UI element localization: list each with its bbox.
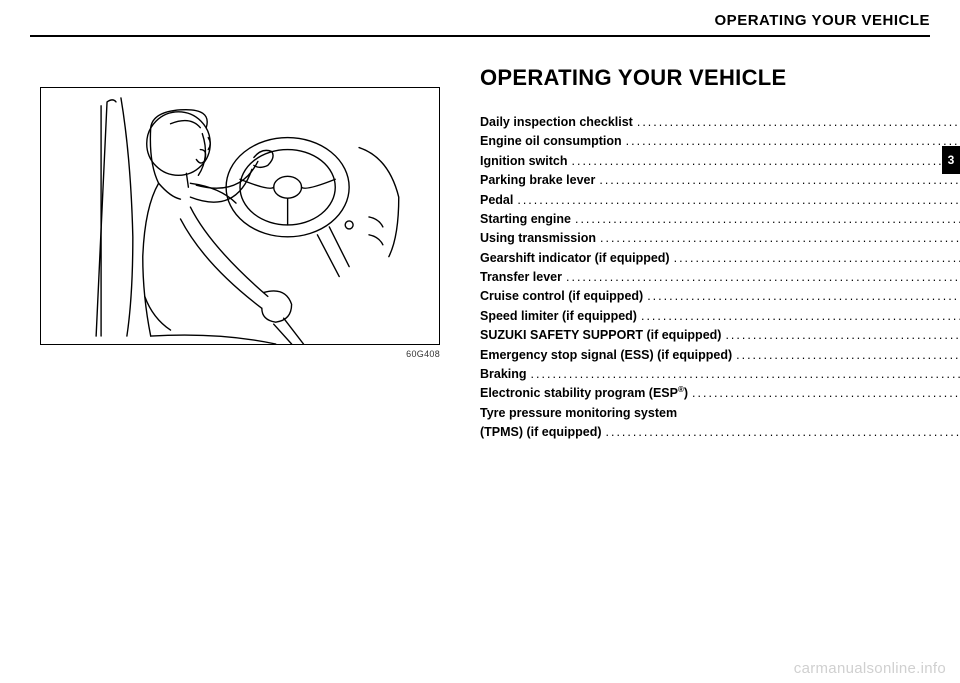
- toc-leader-dots: [572, 152, 960, 171]
- toc-row: Starting engine3-7: [480, 210, 960, 229]
- toc-row: Engine oil consumption3-2: [480, 132, 960, 151]
- toc-label: Transfer lever: [480, 268, 562, 287]
- toc-label: Electronic stability program (ESP®): [480, 384, 688, 404]
- section-title: OPERATING YOUR VEHICLE: [480, 65, 960, 91]
- toc-leader-dots: [736, 346, 960, 365]
- content-row: 60G408 OPERATING YOUR VEHICLE Daily insp…: [30, 45, 930, 443]
- toc-row: Parking brake lever3-5: [480, 171, 960, 190]
- running-header: OPERATING YOUR VEHICLE: [30, 12, 930, 35]
- toc-row: Ignition switch3-2: [480, 152, 960, 171]
- toc-label: (TPMS) (if equipped): [480, 423, 602, 442]
- toc-label: Pedal: [480, 191, 513, 210]
- watermark: carmanualsonline.info: [794, 660, 946, 677]
- toc-leader-dots: [626, 132, 960, 151]
- toc-row: Cruise control (if equipped)3-22: [480, 287, 960, 306]
- illustration-code: 60G408: [30, 345, 450, 359]
- chapter-thumb-tab: 3: [942, 146, 960, 174]
- toc-row: Electronic stability program (ESP®)3-55: [480, 384, 960, 404]
- manual-page: OPERATING YOUR VEHICLE 3: [0, 0, 960, 683]
- toc-label: Using transmission: [480, 229, 596, 248]
- toc-row: SUZUKI SAFETY SUPPORT (if equipped)3-27: [480, 326, 960, 345]
- toc-label: Engine oil consumption: [480, 132, 622, 151]
- toc-label: Daily inspection checklist: [480, 113, 633, 132]
- toc-label: Emergency stop signal (ESS) (if equipped…: [480, 346, 732, 365]
- toc-leader-dots: [517, 191, 960, 210]
- toc-leader-dots: [674, 249, 960, 268]
- toc-label: Speed limiter (if equipped): [480, 307, 637, 326]
- toc-row: Using transmission3-8: [480, 229, 960, 248]
- thumb-tab-label: 3: [948, 153, 955, 167]
- toc-row: Transfer lever3-16: [480, 268, 960, 287]
- toc-leader-dots: [692, 384, 960, 403]
- toc-label: Starting engine: [480, 210, 571, 229]
- toc-leader-dots: [647, 287, 960, 306]
- illustration-column: 60G408: [30, 65, 450, 443]
- toc-leader-dots: [637, 113, 960, 132]
- toc-leader-dots: [641, 307, 960, 326]
- toc-leader-dots: [575, 210, 960, 229]
- toc-label: Gearshift indicator (if equipped): [480, 249, 670, 268]
- toc-row: Pedal3-6: [480, 191, 960, 210]
- toc-row: Emergency stop signal (ESS) (if equipped…: [480, 346, 960, 365]
- toc-row: (TPMS) (if equipped)3-63: [480, 423, 960, 442]
- toc-leader-dots: [599, 171, 960, 190]
- toc-label: SUZUKI SAFETY SUPPORT (if equipped): [480, 326, 721, 345]
- illustration-frame: [40, 87, 440, 345]
- toc-label: Cruise control (if equipped): [480, 287, 643, 306]
- toc-row: Braking3-53: [480, 365, 960, 384]
- toc-leader-dots: [606, 423, 960, 442]
- toc-label: Braking: [480, 365, 527, 384]
- toc-row: Gearshift indicator (if equipped)3-13: [480, 249, 960, 268]
- toc-row: Speed limiter (if equipped)3-25: [480, 307, 960, 326]
- toc-leader-dots: [531, 365, 960, 384]
- toc-row: Daily inspection checklist3-1: [480, 113, 960, 132]
- header-rule: [30, 35, 930, 37]
- toc-label: Parking brake lever: [480, 171, 595, 190]
- driver-illustration: [41, 88, 439, 344]
- toc-leader-dots: [725, 326, 960, 345]
- toc-row: Tyre pressure monitoring system: [480, 404, 960, 423]
- table-of-contents: Daily inspection checklist3-1Engine oil …: [480, 113, 960, 443]
- toc-label: Tyre pressure monitoring system: [480, 404, 677, 423]
- toc-leader-dots: [566, 268, 960, 287]
- toc-column: OPERATING YOUR VEHICLE Daily inspection …: [480, 65, 960, 443]
- toc-label: Ignition switch: [480, 152, 568, 171]
- toc-leader-dots: [600, 229, 960, 248]
